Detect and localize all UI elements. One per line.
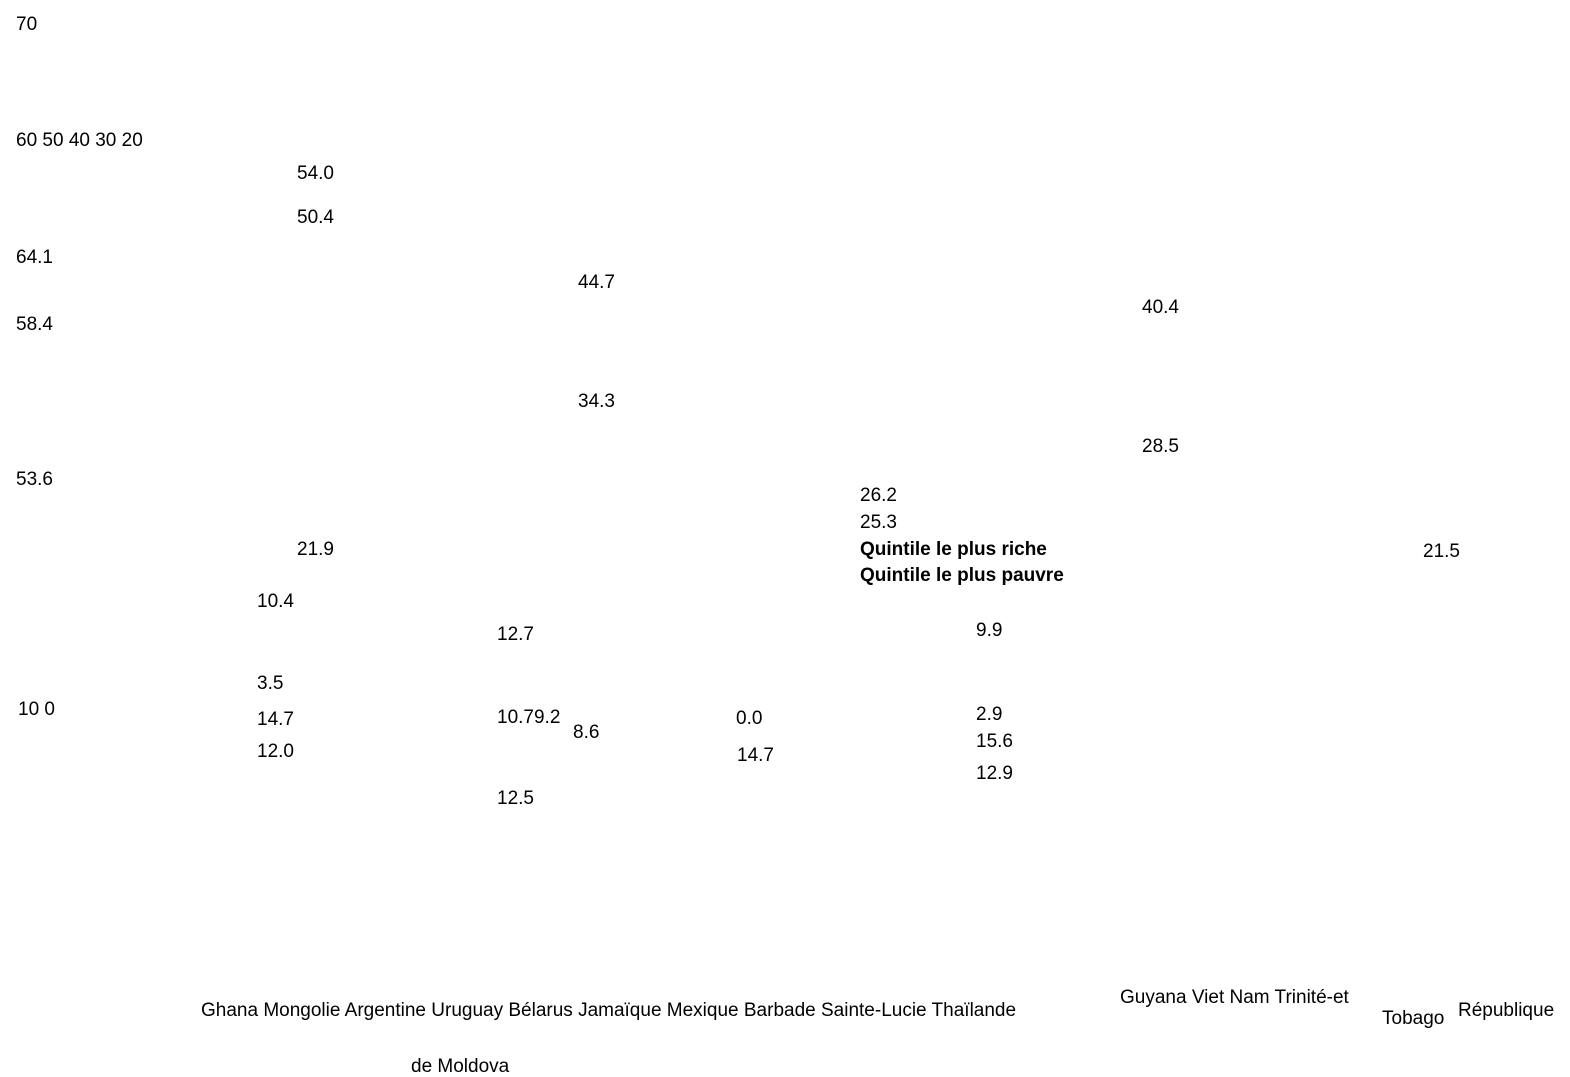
data-label: 10.4 xyxy=(257,591,294,612)
data-label: 40.4 xyxy=(1142,297,1179,318)
country-label: de Moldova xyxy=(411,1056,510,1077)
data-label: 12.0 xyxy=(257,741,294,762)
y-ticks-bottom: 10 0 xyxy=(18,699,55,720)
data-label: 34.3 xyxy=(578,391,615,412)
legend-richest-quintile: Quintile le plus riche xyxy=(860,539,1047,560)
country-labels: Guyana Viet Nam Trinité-et xyxy=(1120,987,1349,1008)
data-label: 12.5 xyxy=(497,788,534,809)
data-label: 0.0 xyxy=(736,708,763,729)
data-label: 15.6 xyxy=(976,731,1013,752)
data-label: 21.9 xyxy=(297,539,334,560)
data-label: 21.5 xyxy=(1423,541,1460,562)
data-label: 14.7 xyxy=(257,709,294,730)
data-label: 14.7 xyxy=(737,745,774,766)
data-label: 28.5 xyxy=(1142,436,1179,457)
data-label: 25.3 xyxy=(860,512,897,533)
data-label: 58.4 xyxy=(16,314,53,335)
data-label: 53.6 xyxy=(16,469,53,490)
data-label: 12.7 xyxy=(497,624,534,645)
y-ticks-middle: 60 50 40 30 20 xyxy=(16,130,143,151)
data-label: 64.1 xyxy=(16,247,53,268)
data-label: 8.6 xyxy=(573,722,600,743)
data-label: 44.7 xyxy=(578,272,615,293)
country-labels: Ghana Mongolie Argentine Uruguay Bélarus… xyxy=(201,1000,1017,1021)
data-label: 3.5 xyxy=(257,673,284,694)
data-label: 26.2 xyxy=(860,485,897,506)
data-label: 12.9 xyxy=(976,763,1013,784)
legend-poorest-quintile: Quintile le plus pauvre xyxy=(860,565,1064,586)
y-tick-top: 70 xyxy=(16,14,38,35)
country-label: République xyxy=(1458,1000,1555,1021)
data-label: 9.9 xyxy=(976,620,1003,641)
data-label: 50.4 xyxy=(297,207,334,228)
data-label: 54.0 xyxy=(297,163,334,184)
country-label: Tobago xyxy=(1382,1008,1445,1029)
data-label: 2.9 xyxy=(976,704,1003,725)
data-label: 10.79.2 xyxy=(497,707,561,728)
